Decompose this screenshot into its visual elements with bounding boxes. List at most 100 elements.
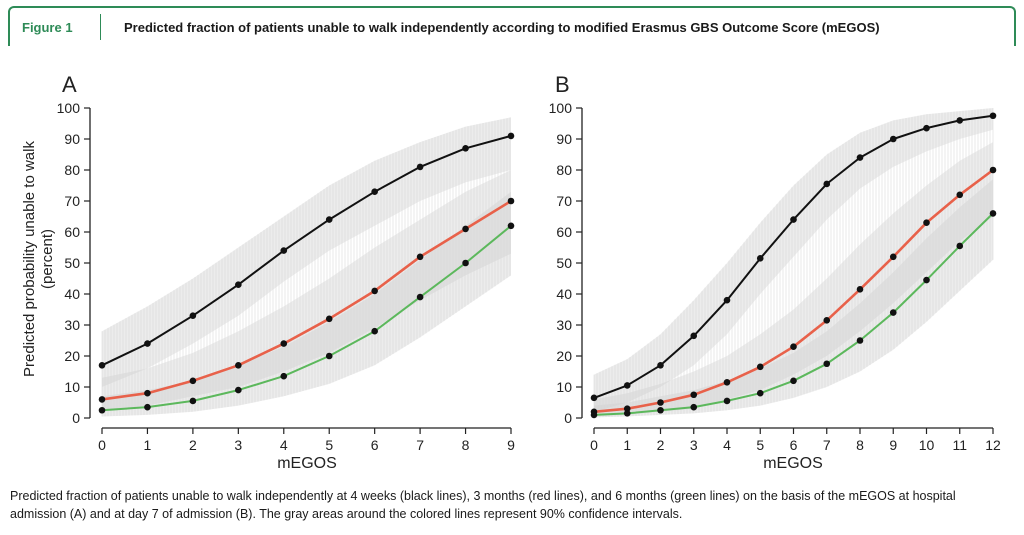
data-point bbox=[623, 382, 631, 389]
chart-panel-a: 0 10 20 30 40 50 60 70 80 90 100 0 1 2 3 4 5 6 7 8 9 mEGOS A Pr… bbox=[21, 72, 515, 472]
data-point bbox=[507, 132, 515, 140]
x-axis-label: mEGOS bbox=[763, 455, 823, 472]
figure-caption: Predicted fraction of patients unable to… bbox=[10, 489, 956, 521]
y-axis-label: (percent) bbox=[39, 229, 56, 289]
data-point bbox=[790, 377, 797, 385]
y-tick-label: 80 bbox=[64, 162, 80, 178]
data-point bbox=[590, 394, 598, 402]
data-point bbox=[856, 154, 864, 161]
data-point bbox=[657, 406, 664, 414]
data-point bbox=[923, 276, 930, 284]
figure-header bbox=[8, 6, 1016, 46]
data-point bbox=[823, 180, 831, 188]
data-point bbox=[416, 163, 424, 171]
data-point bbox=[690, 332, 698, 340]
header-divider bbox=[100, 14, 101, 40]
data-point bbox=[623, 405, 631, 413]
data-point bbox=[98, 362, 106, 369]
data-point bbox=[856, 337, 864, 344]
data-point bbox=[144, 340, 151, 347]
data-point bbox=[989, 210, 997, 217]
data-point bbox=[889, 309, 897, 316]
y-tick-label: 60 bbox=[64, 224, 80, 240]
data-point bbox=[189, 377, 197, 385]
data-point bbox=[416, 253, 424, 261]
data-point bbox=[623, 410, 631, 417]
y-tick-label: 30 bbox=[556, 317, 572, 333]
data-point bbox=[790, 216, 797, 223]
y-axis-label: Predicted probability unable to walk bbox=[21, 141, 38, 377]
y-tick-label: 20 bbox=[64, 348, 80, 364]
data-point bbox=[462, 145, 469, 152]
x-tick-label: 5 bbox=[325, 437, 333, 453]
data-point bbox=[923, 219, 930, 226]
data-point bbox=[756, 255, 764, 262]
x-tick-label: 4 bbox=[280, 437, 288, 453]
data-point bbox=[462, 225, 469, 233]
y-tick-label: 40 bbox=[556, 286, 572, 302]
data-point bbox=[657, 399, 664, 406]
data-point bbox=[235, 362, 242, 369]
data-point bbox=[723, 397, 731, 405]
data-point bbox=[889, 253, 897, 261]
x-tick-label: 11 bbox=[952, 437, 967, 453]
data-point bbox=[690, 391, 698, 399]
x-tick-label: 6 bbox=[371, 437, 379, 453]
x-tick-label: 3 bbox=[690, 437, 698, 453]
y-tick-label: 100 bbox=[549, 100, 573, 116]
x-tick-label: 10 bbox=[919, 437, 935, 453]
x-tick-label: 0 bbox=[590, 437, 598, 453]
data-point bbox=[144, 403, 151, 411]
x-tick-label: 1 bbox=[144, 437, 152, 453]
data-point bbox=[280, 340, 288, 347]
y-tick-label: 70 bbox=[64, 193, 80, 209]
y-tick-label: 70 bbox=[556, 193, 572, 209]
data-point bbox=[280, 247, 288, 254]
data-point bbox=[416, 293, 424, 301]
y-tick-label: 20 bbox=[556, 348, 572, 364]
x-tick-label: 7 bbox=[416, 437, 424, 453]
data-point bbox=[462, 259, 469, 267]
data-point bbox=[144, 389, 151, 397]
data-point bbox=[956, 117, 964, 124]
x-tick-label: 9 bbox=[889, 437, 897, 453]
data-point bbox=[371, 287, 378, 295]
data-point bbox=[889, 135, 897, 143]
x-tick-label: 9 bbox=[507, 437, 515, 453]
y-tick-label: 10 bbox=[64, 379, 80, 395]
data-point bbox=[590, 411, 598, 419]
panel-label: B bbox=[555, 72, 570, 97]
y-tick-label: 50 bbox=[64, 255, 80, 271]
data-point bbox=[756, 389, 764, 397]
x-tick-label: 1 bbox=[623, 437, 631, 453]
ci-band-1 bbox=[594, 142, 993, 417]
data-point bbox=[98, 406, 106, 414]
x-tick-label: 3 bbox=[234, 437, 242, 453]
panel-label: A bbox=[62, 72, 77, 97]
y-tick-label: 0 bbox=[564, 410, 572, 426]
ci-band-2 bbox=[594, 179, 993, 418]
data-point bbox=[189, 397, 197, 405]
x-axis-label: mEGOS bbox=[277, 455, 337, 472]
x-tick-label: 6 bbox=[790, 437, 798, 453]
data-point bbox=[325, 216, 333, 223]
data-point bbox=[723, 296, 731, 304]
y-tick-label: 80 bbox=[556, 162, 572, 178]
y-tick-label: 40 bbox=[64, 286, 80, 302]
data-point bbox=[371, 327, 378, 335]
series-line-2 bbox=[101, 225, 512, 412]
data-point bbox=[657, 362, 664, 369]
data-point bbox=[235, 386, 242, 394]
y-tick-label: 10 bbox=[556, 379, 572, 395]
data-point bbox=[507, 222, 515, 230]
data-point bbox=[235, 281, 242, 289]
series-line-0 bbox=[101, 134, 512, 367]
figure-title: Predicted fraction of patients unable to… bbox=[124, 20, 880, 35]
data-point bbox=[823, 360, 831, 368]
x-tick-label: 5 bbox=[756, 437, 764, 453]
data-point bbox=[189, 312, 197, 320]
data-point bbox=[923, 124, 930, 132]
data-point bbox=[989, 166, 997, 174]
x-tick-label: 0 bbox=[98, 437, 106, 453]
